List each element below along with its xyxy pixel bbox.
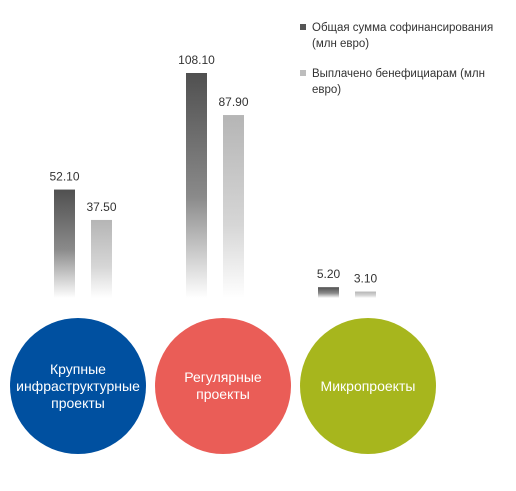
bar-value-label: 52.10: [49, 170, 79, 184]
bar-labels-group: 52.10 37.50 108.10 87.90 5.20 3.10: [49, 53, 377, 286]
bar-value-label: 3.10: [354, 272, 378, 286]
bar-paid-1: [223, 115, 244, 298]
category-circle-regular-projects: Регулярные проекты: [155, 318, 291, 454]
bar-paid-2: [355, 291, 376, 298]
category-circle-large-infrastructure: Крупные инфраструктурные проекты: [10, 318, 146, 454]
legend-label: Выплачено бенефициарам (млн евро): [312, 68, 485, 96]
legend-item-total-cofinancing: Общая сумма софинансирования (млн евро): [300, 20, 510, 52]
legend-item-paid-to-beneficiaries: Выплачено бенефициарам (млн евро): [300, 66, 510, 98]
bar-total-0: [54, 189, 75, 298]
legend-swatch-dark: [300, 24, 306, 30]
legend-label: Общая сумма софинансирования (млн евро): [312, 22, 494, 50]
bar-value-label: 108.10: [178, 53, 215, 67]
bar-total-2: [318, 287, 339, 298]
bar-total-1: [186, 73, 207, 298]
bar-paid-0: [91, 219, 112, 298]
bar-value-label: 37.50: [86, 200, 116, 214]
legend: Общая сумма софинансирования (млн евро) …: [300, 20, 510, 112]
category-circle-microprojects: Микропроекты: [300, 318, 436, 454]
bars-group: [54, 73, 376, 298]
bar-value-label: 87.90: [218, 95, 248, 109]
bar-value-label: 5.20: [317, 267, 341, 281]
legend-swatch-light: [300, 70, 306, 76]
